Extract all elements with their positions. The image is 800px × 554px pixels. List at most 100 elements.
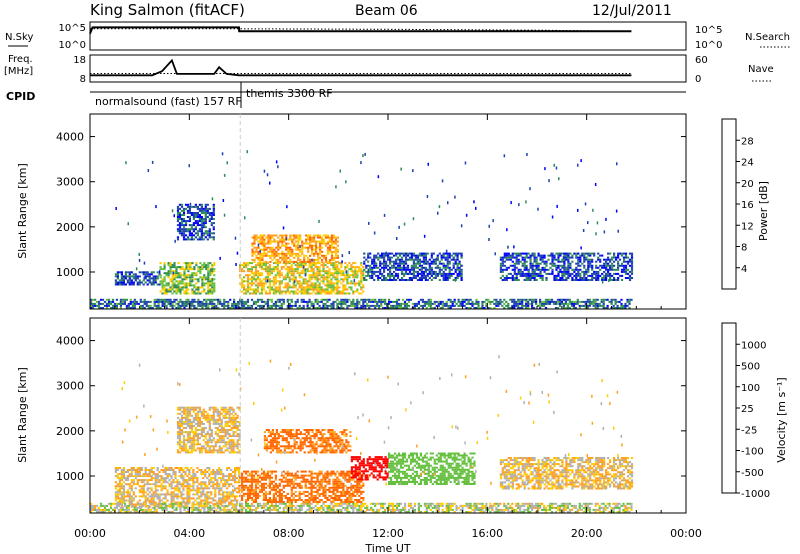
range-cell: [461, 298, 464, 301]
range-cell: [245, 290, 248, 293]
range-cell: [116, 491, 119, 494]
range-cell: [334, 248, 338, 251]
range-cell: [336, 250, 339, 253]
range-cell: [575, 252, 578, 255]
range-cell: [243, 292, 246, 295]
range-cell: [214, 479, 217, 482]
range-cell: [184, 431, 188, 434]
range-cell: [222, 497, 225, 500]
range-cell: [228, 495, 231, 498]
range-cell: [513, 300, 516, 303]
range-cell: [373, 272, 376, 275]
range-cell: [158, 475, 161, 478]
range-cell: [177, 290, 180, 293]
range-cell: [297, 240, 300, 243]
range-cell: [286, 288, 289, 291]
range-cell: [150, 471, 153, 473]
range-cell: [447, 307, 450, 309]
range-cell: [230, 469, 233, 471]
range-cell: [336, 304, 339, 307]
range-cell: [197, 290, 200, 293]
range-cell: [158, 499, 161, 502]
range-cell: [350, 282, 353, 285]
range-cell: [152, 277, 155, 280]
range-cell: [218, 410, 221, 413]
range-cell: [197, 304, 200, 307]
range-cell: [551, 252, 554, 255]
range-cell: [290, 290, 293, 293]
range-cell: [189, 304, 192, 307]
range-cell: [358, 280, 361, 283]
range-cell: [501, 279, 504, 281]
range-cell: [198, 238, 201, 241]
range-cell: [150, 283, 153, 286]
range-cell: [166, 491, 169, 494]
range-cell: [326, 260, 330, 263]
scatter-cell: [425, 268, 428, 272]
range-cell: [198, 469, 201, 471]
range-cell: [404, 260, 408, 263]
range-cell: [281, 258, 284, 261]
range-cell: [218, 412, 221, 415]
range-cell: [142, 493, 145, 496]
range-cell: [626, 300, 629, 303]
range-cell: [389, 268, 392, 271]
noise-panel-frame: [89, 21, 687, 51]
scatter-cell: [403, 222, 406, 226]
range-cell: [315, 240, 318, 243]
range-cell: [167, 276, 170, 279]
range-cell: [503, 307, 506, 309]
range-cell: [585, 277, 588, 279]
range-cell: [515, 256, 518, 259]
scatter-cell: [172, 271, 174, 275]
range-cell: [174, 473, 177, 476]
range-cell: [586, 300, 589, 303]
range-cell: [392, 304, 395, 307]
range-cell: [332, 236, 336, 239]
range-cell: [293, 244, 296, 247]
scatter-cell: [364, 152, 366, 156]
range-cell: [366, 302, 369, 305]
range-cell: [258, 266, 262, 269]
range-cell: [385, 266, 388, 269]
range-cell: [416, 266, 419, 269]
range-cell: [190, 431, 193, 434]
range-cell: [269, 246, 272, 249]
range-cell: [150, 475, 153, 478]
range-cell: [338, 270, 341, 273]
range-cell: [119, 304, 122, 307]
range-cell: [385, 260, 388, 263]
range-cell: [582, 304, 585, 307]
range-cell: [218, 471, 221, 473]
range-cell: [124, 273, 127, 276]
range-cell: [314, 274, 317, 277]
range-cell: [606, 307, 609, 309]
range-cell: [597, 256, 600, 259]
range-cell: [505, 274, 508, 277]
range-cell: [328, 286, 331, 289]
range-cell: [389, 256, 392, 259]
range-cell: [585, 272, 588, 275]
range-cell: [178, 491, 181, 494]
range-cell: [222, 439, 225, 442]
range-cell: [421, 300, 424, 303]
range-cell: [208, 429, 211, 431]
range-cell: [555, 268, 558, 271]
range-cell: [416, 256, 419, 259]
range-cell: [220, 418, 223, 421]
range-cell: [184, 222, 188, 225]
range-cell: [208, 220, 211, 223]
range-cell: [611, 264, 614, 267]
range-cell: [308, 300, 311, 303]
range-cell: [539, 270, 542, 273]
range-cell: [154, 281, 157, 284]
range-cell: [304, 292, 307, 295]
range-cell: [167, 274, 170, 277]
range-cell: [615, 279, 618, 281]
range-cell: [272, 292, 275, 295]
range-cell: [175, 288, 178, 291]
range-cell: [246, 307, 250, 309]
range-cell: [316, 302, 319, 305]
range-cell: [250, 278, 254, 281]
range-cell: [426, 272, 429, 275]
